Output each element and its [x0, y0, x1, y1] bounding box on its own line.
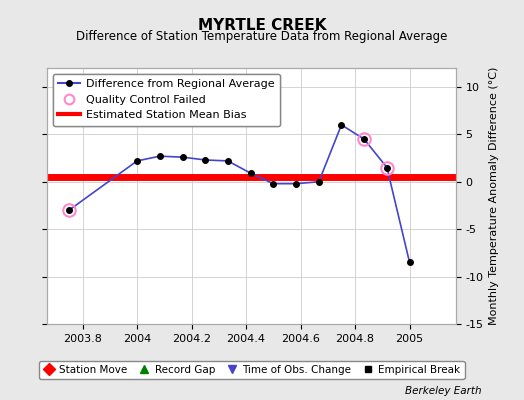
Legend: Difference from Regional Average, Quality Control Failed, Estimated Station Mean: Difference from Regional Average, Qualit… [53, 74, 280, 126]
Y-axis label: Monthly Temperature Anomaly Difference (°C): Monthly Temperature Anomaly Difference (… [489, 67, 499, 325]
Legend: Station Move, Record Gap, Time of Obs. Change, Empirical Break: Station Move, Record Gap, Time of Obs. C… [39, 361, 464, 379]
Text: Berkeley Earth: Berkeley Earth [406, 386, 482, 396]
Text: Difference of Station Temperature Data from Regional Average: Difference of Station Temperature Data f… [77, 30, 447, 43]
Text: MYRTLE CREEK: MYRTLE CREEK [198, 18, 326, 33]
